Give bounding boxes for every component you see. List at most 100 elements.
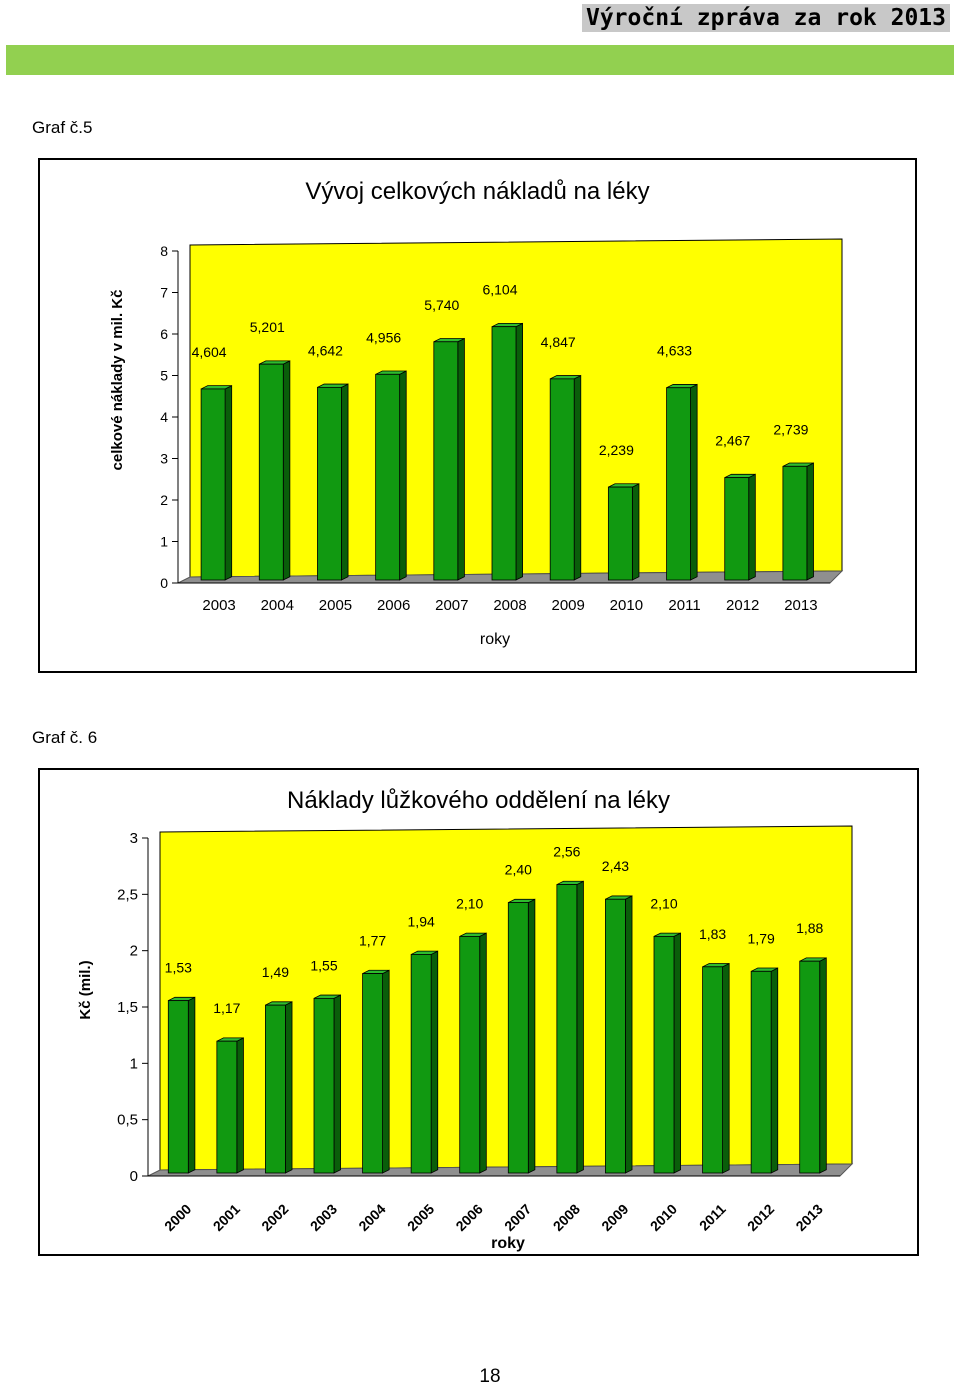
bar-side — [722, 962, 730, 1174]
bar — [433, 341, 459, 581]
y-tick-label: 7 — [160, 285, 168, 301]
y-tick-label: 2 — [130, 943, 138, 960]
bar — [666, 387, 691, 581]
y-tick-label: 1 — [130, 1055, 138, 1072]
bar-side — [806, 462, 814, 581]
bar — [702, 966, 723, 1174]
data-label: 1,88 — [796, 920, 823, 936]
y-tick-label: 0 — [130, 1168, 138, 1185]
chart2-plot: 0 0,5 1 1,5 2 2,5 3 Kč (mil.) 1,53 2000 1,17 2001 1,… — [77, 825, 854, 1252]
data-label: 2,10 — [456, 895, 483, 911]
bar-side — [690, 383, 698, 581]
data-label: 1,49 — [262, 964, 289, 980]
x-tick-label: 2007 — [435, 597, 468, 614]
bar-side — [631, 483, 640, 581]
page-number: 18 — [479, 1366, 501, 1387]
y-tick-label: 0,5 — [117, 1112, 138, 1129]
x-tick-label: 2008 — [493, 597, 526, 614]
data-label: 2,56 — [553, 844, 580, 860]
chart2-title: Náklady lůžkového oddělení na léky — [287, 787, 670, 814]
data-label: 2,10 — [650, 895, 677, 911]
chart2-label: Graf č. 6 — [32, 728, 98, 747]
data-label: 4,633 — [657, 343, 692, 359]
x-tick-label: 2005 — [404, 1201, 437, 1234]
bar-side — [399, 370, 407, 581]
x-tick-label: 2010 — [647, 1201, 680, 1234]
chart1-plot: 0 1 2 3 4 5 6 7 8 celkové náklady v mil. Kč 4,604 2… — [109, 238, 844, 648]
data-label: 1,53 — [165, 960, 192, 976]
x-tick-label: 2000 — [161, 1201, 194, 1234]
x-tick-label: 2013 — [784, 597, 817, 614]
x-tick-label: 2006 — [377, 597, 410, 614]
bar-side — [576, 880, 584, 1174]
bar — [375, 373, 401, 581]
data-label: 4,956 — [366, 329, 401, 345]
bar — [362, 973, 383, 1174]
bar-side — [770, 967, 779, 1174]
chart1-label: Graf č.5 — [32, 118, 93, 137]
bar — [724, 477, 750, 581]
y-tick-label: 6 — [160, 326, 168, 342]
x-tick-label: 2004 — [261, 597, 294, 614]
y-tick-label: 2 — [160, 492, 168, 508]
bar-side — [819, 957, 827, 1174]
y-tick-label: 8 — [160, 243, 168, 259]
bar-side — [236, 1037, 244, 1174]
data-label: 4,604 — [192, 344, 227, 360]
y-tick-label: 1 — [160, 534, 168, 550]
bar-side — [515, 322, 524, 581]
x-tick-label: 2012 — [726, 597, 759, 614]
x-axis-title: roky — [480, 631, 510, 648]
bar-side — [187, 996, 196, 1174]
x-tick-label: 2003 — [202, 597, 235, 614]
data-label: 1,79 — [748, 930, 775, 946]
y-tick-label: 4 — [160, 409, 168, 425]
bar — [607, 486, 633, 581]
bar — [491, 326, 517, 581]
data-label: 6,104 — [482, 282, 517, 298]
x-tick-label: 2006 — [452, 1201, 485, 1234]
bar — [317, 386, 342, 581]
x-tick-label: 2013 — [792, 1201, 825, 1234]
report-title: Výroční zpráva za rok 2013 — [581, 4, 950, 32]
x-tick-label: 2003 — [307, 1201, 340, 1234]
bar-side — [333, 994, 342, 1174]
chart1-title: Vývoj celkových nákladů na léky — [305, 178, 650, 205]
chart1-frame: Vývoj celkových nákladů na léky 0 1 2 3 4 5 6 7… — [38, 158, 917, 673]
data-label: 5,740 — [424, 297, 459, 313]
bar — [313, 997, 335, 1174]
bar — [459, 935, 481, 1174]
bar-side — [457, 337, 465, 581]
data-label: 2,739 — [773, 421, 808, 437]
bar — [167, 1000, 189, 1174]
bar-side — [748, 473, 756, 581]
y-axis-title: celkové náklady v mil. Kč — [109, 290, 126, 471]
x-tick-label: 2009 — [598, 1201, 631, 1234]
bar — [799, 960, 821, 1174]
bar — [258, 363, 284, 581]
bar — [653, 935, 675, 1174]
bar-side — [527, 898, 536, 1174]
data-label: 4,642 — [308, 342, 343, 358]
x-tick-label: 2010 — [610, 597, 643, 614]
x-tick-label: 2008 — [550, 1201, 583, 1234]
bar — [605, 898, 626, 1174]
data-label: 1,83 — [699, 926, 726, 942]
data-label: 2,40 — [505, 862, 532, 878]
x-tick-label: 2011 — [696, 1201, 729, 1234]
data-label: 1,17 — [213, 1000, 240, 1016]
y-tick-label: 5 — [160, 368, 168, 384]
y-tick-label: 3 — [160, 451, 168, 467]
x-tick-label: 2009 — [551, 597, 584, 614]
y-tick-label: 2,5 — [117, 886, 138, 903]
bar-side — [382, 969, 390, 1174]
chart2-frame: Náklady lůžkového oddělení na léky 0 0,5 1… — [38, 768, 919, 1256]
bar — [507, 902, 529, 1174]
x-tick-label: 2002 — [258, 1201, 291, 1234]
x-tick-label: 2007 — [501, 1201, 534, 1234]
bar-side — [573, 374, 582, 581]
bar-side — [282, 360, 291, 581]
bar — [549, 378, 575, 581]
x-tick-label: 2011 — [668, 597, 700, 614]
y-axis-title: Kč (mil.) — [77, 960, 94, 1019]
